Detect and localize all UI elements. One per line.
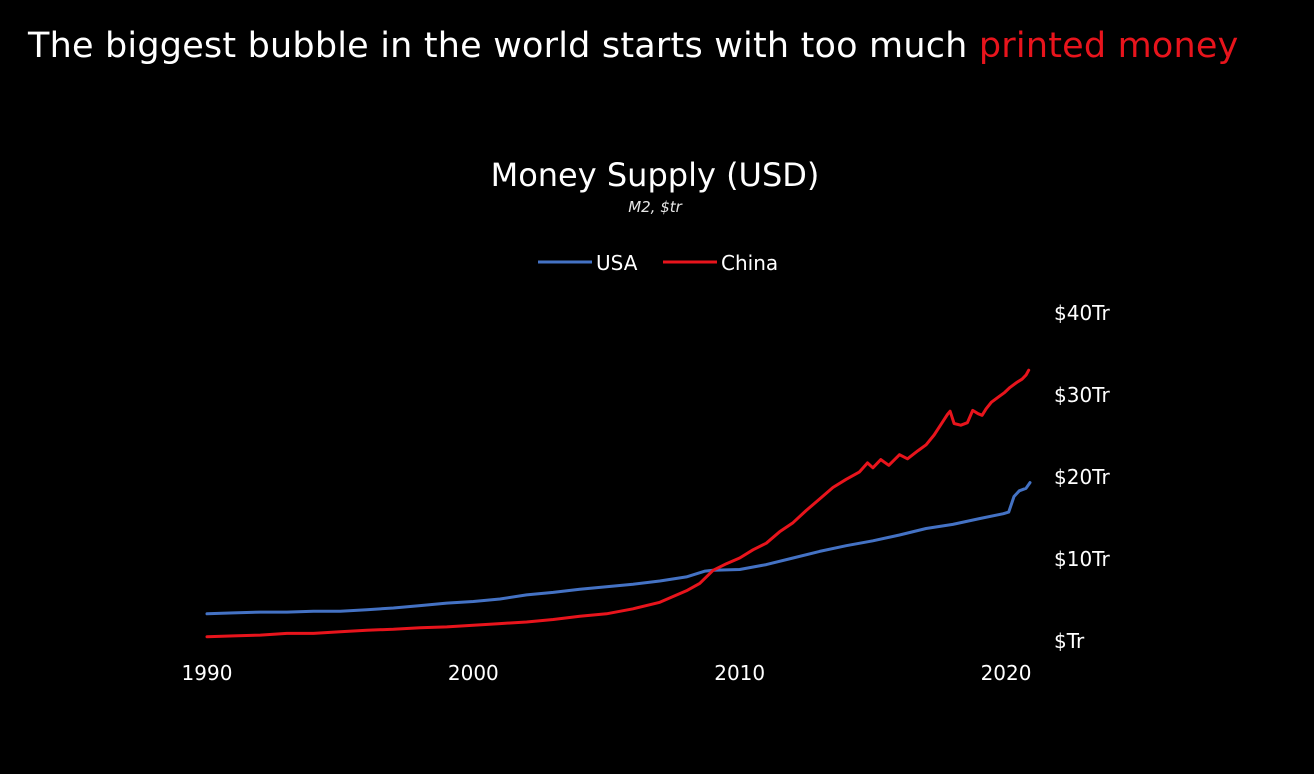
headline-highlight: printed money [978, 26, 1239, 66]
x-axis-ticks: 1990 2000 2010 2020 [182, 661, 1032, 685]
chart-title: Money Supply (USD) [491, 156, 820, 194]
x-tick-label: 1990 [182, 661, 233, 685]
legend-label-usa: USA [596, 251, 638, 275]
y-tick-label: $20Tr [1054, 465, 1110, 489]
x-tick-label: 2020 [981, 661, 1032, 685]
y-tick-label: $40Tr [1054, 301, 1110, 325]
headline-text: The biggest bubble in the world starts w… [28, 26, 979, 66]
series-line-usa [205, 481, 1032, 616]
y-axis-ticks: $Tr $10Tr $20Tr $30Tr $40Tr [1054, 301, 1110, 653]
legend-label-china: China [721, 251, 778, 275]
series-line-china [205, 368, 1031, 639]
y-tick-label: $30Tr [1054, 383, 1110, 407]
x-tick-label: 2000 [448, 661, 499, 685]
headline: The biggest bubble in the world starts w… [28, 26, 1239, 66]
chart-legend: USA China [538, 251, 778, 275]
y-tick-label: $Tr [1054, 629, 1085, 653]
chart-series [205, 368, 1032, 639]
chart-subtitle: M2, $tr [628, 198, 682, 216]
x-tick-label: 2010 [714, 661, 765, 685]
y-tick-label: $10Tr [1054, 547, 1110, 571]
